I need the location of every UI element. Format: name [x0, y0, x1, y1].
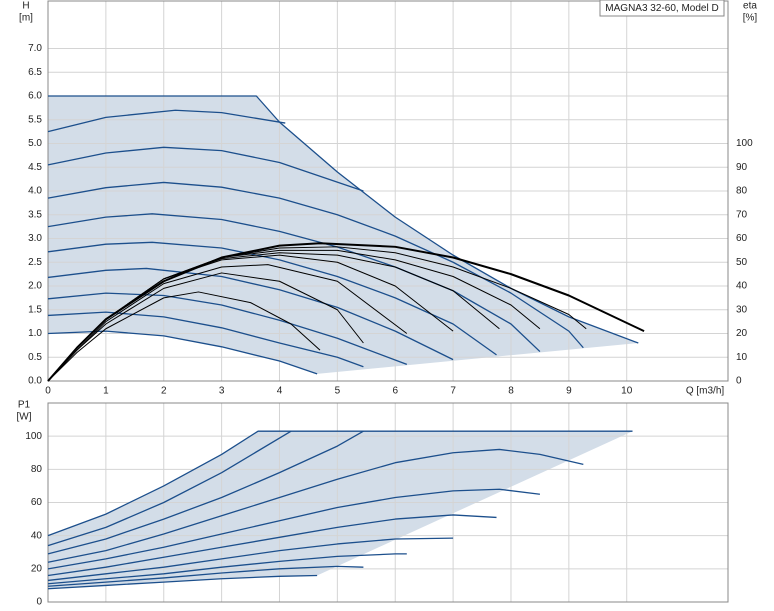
x-tick-label: 10: [621, 386, 633, 397]
x-tick-label: 9: [566, 386, 572, 397]
y2-tick-label: 10: [736, 352, 748, 363]
y-tick-label: 60: [31, 497, 43, 508]
performance-curve: [47, 430, 364, 555]
y-tick-label: 4.5: [28, 162, 42, 173]
y-tick-label: 100: [25, 431, 42, 442]
y2-tick-label: 90: [736, 162, 748, 173]
performance-curve: [47, 488, 540, 570]
operating-area: [48, 431, 633, 589]
performance-curve: [48, 95, 639, 344]
x-tick-label: 8: [508, 386, 514, 397]
performance-curve: [47, 565, 364, 587]
y2-tick-label: 60: [736, 233, 748, 244]
performance-curve: [47, 448, 584, 563]
y-label: H: [22, 1, 29, 12]
efficiency-curve: [47, 291, 321, 382]
plot-frame: [47, 0, 729, 382]
x-tick-label: 1: [103, 386, 109, 397]
performance-curve: [47, 109, 286, 133]
performance-curve: [47, 430, 633, 537]
x-label: Q [m3/h]: [686, 386, 725, 397]
y2-tick-label: 100: [736, 138, 753, 149]
performance-curve: [47, 292, 408, 365]
performance-curve: [47, 514, 497, 577]
y2-tick-label: 40: [736, 281, 748, 292]
performance-curve: [47, 311, 364, 368]
y-tick-label: 2.0: [28, 281, 42, 292]
operating-area: [48, 96, 639, 374]
y-tick-label: 5.5: [28, 114, 42, 125]
y2-tick-label: 70: [736, 209, 748, 220]
chart-title: MAGNA3 32-60, Model D: [605, 3, 718, 14]
y2-tick-label: 80: [736, 186, 748, 197]
y-tick-label: 40: [31, 530, 43, 541]
y2-unit: [%]: [743, 13, 758, 24]
efficiency-curve: [47, 242, 645, 382]
performance-curve: [47, 537, 454, 582]
y-label: P1: [18, 400, 31, 411]
y-tick-label: 80: [31, 464, 43, 475]
x-tick-label: 0: [45, 386, 51, 397]
y-tick-label: 1.0: [28, 328, 42, 339]
plot-frame: [47, 402, 729, 603]
y2-label: eta: [743, 1, 757, 12]
y-unit: [m]: [19, 13, 33, 24]
x-tick-label: 7: [450, 386, 456, 397]
y-tick-label: 3.5: [28, 209, 42, 220]
performance-curve: [47, 430, 292, 547]
y2-tick-label: 30: [736, 304, 748, 315]
y-tick-label: 0: [36, 597, 42, 608]
x-tick-label: 4: [277, 386, 283, 397]
x-tick-label: 6: [392, 386, 398, 397]
y-tick-label: 3.0: [28, 233, 42, 244]
performance-curve: [47, 241, 497, 356]
performance-curve: [47, 553, 407, 585]
performance-curve: [47, 574, 318, 590]
x-tick-label: 2: [161, 386, 167, 397]
title-box: [599, 0, 725, 17]
x-tick-label: 3: [219, 386, 225, 397]
performance-curve: [47, 267, 454, 361]
performance-curve: [47, 181, 584, 349]
y-tick-label: 0.5: [28, 352, 42, 363]
performance-curve: [47, 213, 541, 353]
y-tick-label: 6.0: [28, 91, 42, 102]
y-tick-label: 7.0: [28, 43, 42, 54]
y-tick-label: 20: [31, 563, 43, 574]
performance-curve: [47, 146, 364, 192]
y-tick-label: 0.0: [28, 376, 42, 387]
y-unit: [W]: [17, 412, 32, 423]
y2-tick-label: 50: [736, 257, 748, 268]
x-tick-label: 5: [335, 386, 341, 397]
efficiency-curve: [47, 264, 408, 382]
y-tick-label: 6.5: [28, 67, 42, 78]
y-tick-label: 4.0: [28, 186, 42, 197]
y2-tick-label: 0: [736, 376, 742, 387]
y2-tick-label: 20: [736, 328, 748, 339]
y-tick-label: 5.0: [28, 138, 42, 149]
y-tick-label: 1.5: [28, 304, 42, 315]
y-tick-label: 2.5: [28, 257, 42, 268]
